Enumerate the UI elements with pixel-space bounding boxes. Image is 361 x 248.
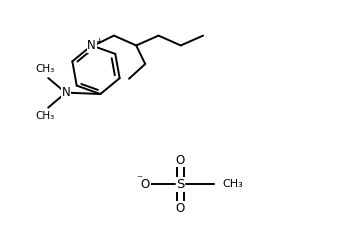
Text: ⁻: ⁻ — [136, 174, 142, 186]
Text: CH₃: CH₃ — [223, 179, 244, 189]
Text: S: S — [176, 178, 185, 191]
Text: CH₃: CH₃ — [35, 111, 54, 121]
Text: O: O — [141, 178, 150, 191]
Text: CH₃: CH₃ — [35, 64, 54, 74]
Text: +: + — [95, 37, 103, 46]
Text: O: O — [176, 154, 185, 167]
Text: O: O — [176, 202, 185, 215]
Text: N: N — [62, 86, 70, 99]
Text: N: N — [87, 39, 96, 52]
